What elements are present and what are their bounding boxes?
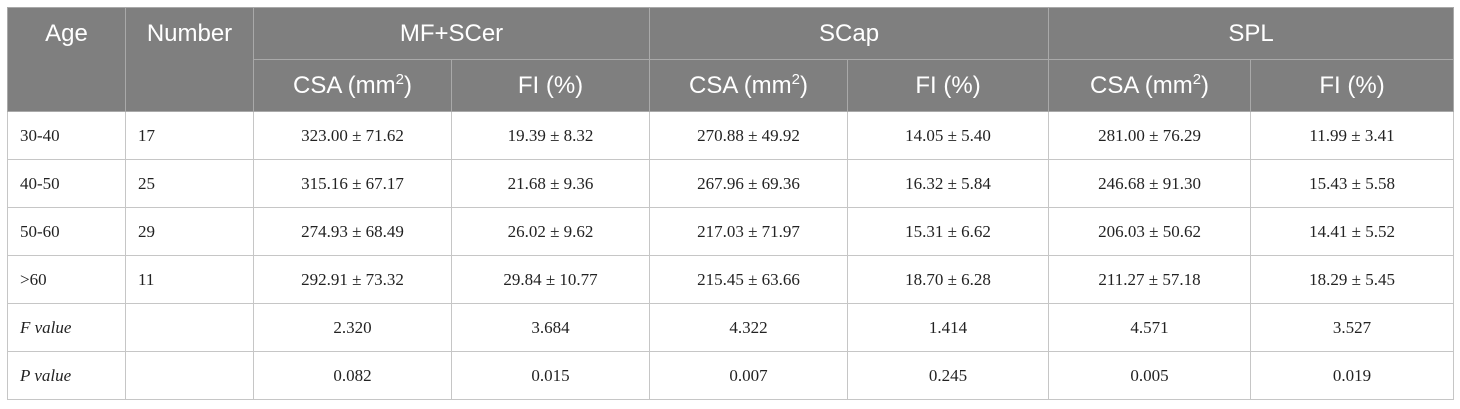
stat-label: F value [7,303,126,352]
header-csa: CSA (mm2) [253,59,452,112]
table-cell: 2.320 [253,303,452,352]
table-cell: 281.00 ± 76.29 [1048,111,1252,160]
table-cell: 0.007 [649,351,849,400]
table-cell: 270.88 ± 49.92 [649,111,849,160]
table-header: Age Number MF+SCer SCap SPL CSA (mm2) FI… [7,7,1455,112]
table-cell: 16.32 ± 5.84 [847,159,1050,208]
csa-superscript: 2 [395,70,404,88]
table-cell: 246.68 ± 91.30 [1048,159,1252,208]
table-cell: 15.43 ± 5.58 [1250,159,1455,208]
csa-superscript: 2 [791,70,801,88]
table-cell: 0.015 [450,351,651,400]
table-cell: 26.02 ± 9.62 [450,207,651,256]
table-cell: 15.31 ± 6.62 [847,207,1050,256]
table-cell: 3.527 [1250,303,1455,352]
csa-label: CSA (mm [1090,71,1193,99]
table-row: 40-50 25 315.16 ± 67.17 21.68 ± 9.36 267… [7,159,1455,208]
stat-number [125,351,254,400]
table-cell: 21.68 ± 9.36 [450,159,651,208]
table-cell: 14.05 ± 5.40 [847,111,1050,160]
table-cell: 14.41 ± 5.52 [1250,207,1455,256]
header-csa: CSA (mm2) [649,59,849,112]
row-age-label: 30-40 [7,111,126,160]
table-cell: 315.16 ± 67.17 [253,159,452,208]
row-number: 25 [125,159,254,208]
stats-row-p-value: P value 0.082 0.015 0.007 0.245 0.005 0.… [7,351,1455,400]
table-cell: 292.91 ± 73.32 [253,255,452,304]
header-group-scap: SCap [649,7,1050,60]
header-age: Age [7,7,126,112]
header-fi: FI (%) [450,59,651,112]
csa-superscript: 2 [1192,70,1202,88]
header-fi: FI (%) [847,59,1050,112]
table-cell: 4.571 [1048,303,1252,352]
table-body: 30-40 17 323.00 ± 71.62 19.39 ± 8.32 270… [7,111,1455,400]
table-cell: 3.684 [450,303,651,352]
csa-label: CSA (mm [689,71,792,99]
table-cell: 4.322 [649,303,849,352]
row-age-label: 50-60 [7,207,126,256]
table-row: >60 11 292.91 ± 73.32 29.84 ± 10.77 215.… [7,255,1455,304]
table-cell: 18.70 ± 6.28 [847,255,1050,304]
header-number: Number [125,7,254,112]
table-cell: 211.27 ± 57.18 [1048,255,1252,304]
header-fi: FI (%) [1250,59,1455,112]
row-age-label: 40-50 [7,159,126,208]
csa-close: ) [404,71,412,99]
header-group-mf-scer: MF+SCer [252,7,651,60]
table-cell: 29.84 ± 10.77 [450,255,651,304]
header-row-measures: CSA (mm2) FI (%) CSA (mm2) FI (%) CSA (m… [8,59,1455,112]
header-group-spl: SPL [1048,7,1455,60]
table-cell: 1.414 [847,303,1050,352]
row-age-label: >60 [7,255,126,304]
table-cell: 274.93 ± 68.49 [253,207,452,256]
csa-label: CSA (mm [292,71,396,99]
table-cell: 323.00 ± 71.62 [253,111,452,160]
table-cell: 0.005 [1048,351,1252,400]
table-cell: 267.96 ± 69.36 [649,159,849,208]
table-cell: 0.019 [1250,351,1455,400]
table-cell: 206.03 ± 50.62 [1048,207,1252,256]
row-number: 17 [125,111,254,160]
header-csa: CSA (mm2) [1048,59,1252,112]
table-cell: 18.29 ± 5.45 [1250,255,1455,304]
results-table: Age Number MF+SCer SCap SPL CSA (mm2) FI… [7,7,1455,400]
table-cell: 215.45 ± 63.66 [649,255,849,304]
table-cell: 0.082 [253,351,452,400]
table-row: 50-60 29 274.93 ± 68.49 26.02 ± 9.62 217… [7,207,1455,256]
table-cell: 0.245 [847,351,1050,400]
header-row-groups: Age Number MF+SCer SCap SPL [7,7,1455,112]
csa-close: ) [800,71,809,99]
table-row: 30-40 17 323.00 ± 71.62 19.39 ± 8.32 270… [7,111,1455,160]
stat-label: P value [7,351,126,400]
table-cell: 11.99 ± 3.41 [1250,111,1455,160]
stat-number [125,303,254,352]
row-number: 11 [125,255,254,304]
table-cell: 19.39 ± 8.32 [450,111,651,160]
csa-close: ) [1201,71,1210,99]
stats-row-f-value: F value 2.320 3.684 4.322 1.414 4.571 3.… [7,303,1455,352]
table-cell: 217.03 ± 71.97 [649,207,849,256]
results-table-container: Age Number MF+SCer SCap SPL CSA (mm2) FI… [7,7,1455,400]
row-number: 29 [125,207,254,256]
